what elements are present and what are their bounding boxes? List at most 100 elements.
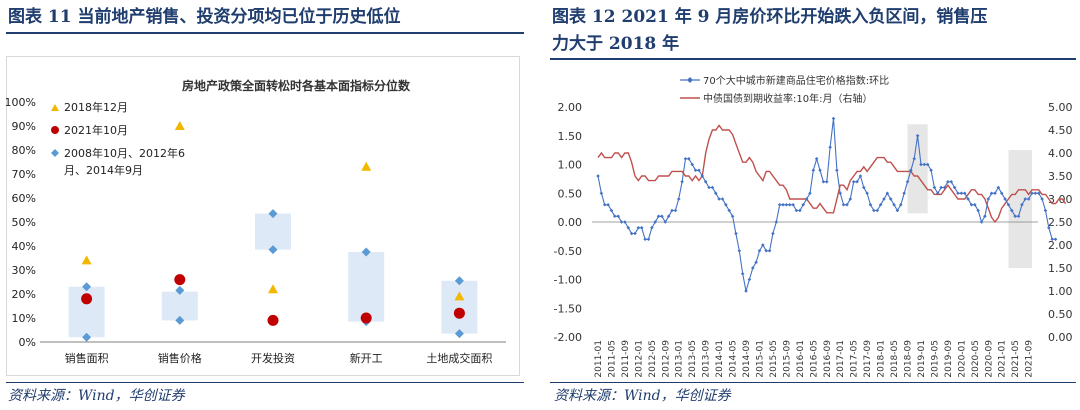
- price-index-point: [713, 191, 718, 196]
- legend-label-historical-line2: 月、2014年9月: [64, 163, 143, 177]
- price-index-point: [996, 185, 1001, 190]
- price-index-point: [787, 202, 792, 207]
- price-index-point: [771, 231, 775, 236]
- price-index-point: [1040, 197, 1044, 201]
- triangle-point-2018-12: [174, 121, 185, 130]
- x-tick-label: 2017-09: [863, 340, 873, 378]
- y-tick-label: 0%: [19, 336, 36, 349]
- left-y-tick-label: -1.50: [554, 302, 582, 315]
- price-index-point: [720, 197, 725, 201]
- price-index-point: [801, 202, 806, 207]
- historical-range-box: [348, 252, 385, 322]
- price-index-point: [676, 197, 681, 201]
- historical-diamond-point: [454, 329, 464, 339]
- x-category-label: 销售价格: [158, 351, 202, 365]
- figure-12-title-line1: 图表 12 2021 年 9 月房价环比开始跌入负区间，销售压: [552, 7, 988, 27]
- legend-circle-marker: [51, 126, 59, 134]
- price-index-point: [764, 248, 769, 253]
- price-index-point: [993, 191, 997, 196]
- price-index-point: [1047, 225, 1051, 230]
- price-index-point: [1006, 202, 1011, 207]
- price-index-point: [1043, 208, 1048, 213]
- historical-diamond-point: [175, 315, 185, 325]
- price-index-point: [966, 197, 970, 201]
- price-index-point: [845, 202, 849, 207]
- price-index-point: [744, 289, 748, 293]
- price-index-point: [643, 237, 647, 242]
- left-figure-panel: 图表 11 当前地产销售、投资分项均已位于历史低位 房地产政策全面转松时各基本面…: [0, 0, 528, 410]
- price-index-point: [848, 197, 853, 201]
- price-index-point: [925, 162, 930, 167]
- price-index-point: [835, 168, 839, 173]
- price-index-point: [868, 202, 873, 207]
- price-index-point: [804, 197, 809, 201]
- figure-12-title-line2: 力大于 2018 年: [552, 34, 680, 54]
- price-index-point: [855, 179, 859, 184]
- price-index-point: [878, 202, 883, 207]
- x-tick-label: 2011-01: [594, 340, 604, 378]
- price-index-point: [841, 202, 846, 207]
- x-tick-label: 2018-09: [904, 340, 914, 378]
- price-index-point: [1013, 214, 1017, 219]
- price-index-point: [895, 208, 900, 213]
- legend-label-historical-line1: 2008年10月、2012年6: [64, 146, 185, 160]
- legend-triangle-marker: [51, 104, 59, 111]
- price-index-point: [969, 202, 974, 207]
- left-y-tick-label: 1.50: [558, 130, 583, 143]
- price-index-point: [727, 208, 732, 213]
- x-category-label: 开发投资: [251, 351, 295, 365]
- triangle-point-2018-12: [81, 255, 92, 265]
- y-tick-label: 20%: [12, 288, 36, 301]
- price-index-point: [623, 220, 627, 224]
- right-y-tick-label: 4.50: [1048, 124, 1073, 137]
- chart-title: 房地产政策全面转松时各基本面指标分位数: [182, 78, 411, 93]
- x-tick-label: 2014-09: [742, 340, 752, 378]
- price-index-point: [599, 191, 604, 196]
- y-tick-label: 90%: [12, 120, 36, 133]
- bond-yield-line: [597, 124, 1067, 224]
- price-index-point: [814, 156, 819, 161]
- historical-range-box: [441, 280, 478, 334]
- y-tick-label: 100%: [6, 96, 36, 109]
- right-y-tick-label: 0.00: [1048, 331, 1073, 344]
- price-index-point: [851, 179, 856, 184]
- price-index-point: [761, 243, 765, 247]
- right-y-tick-label: 5.00: [1048, 101, 1073, 114]
- price-index-point: [656, 214, 661, 219]
- y-tick-label: 60%: [12, 192, 36, 205]
- x-tick-label: 2021-01: [998, 340, 1008, 378]
- price-index-point: [673, 208, 678, 213]
- price-index-point: [818, 168, 822, 173]
- right-y-tick-label: 1.50: [1048, 262, 1073, 275]
- x-tick-label: 2019-09: [944, 340, 954, 378]
- price-index-point: [680, 179, 684, 184]
- historical-diamond-point: [454, 276, 464, 286]
- price-index-point: [781, 202, 785, 207]
- triangle-point-2018-12: [268, 284, 278, 294]
- price-index-point: [872, 208, 876, 213]
- figure-12-source: 资料来源：Wind，华创证券: [554, 388, 731, 404]
- x-tick-label: 2014-05: [729, 340, 739, 378]
- figure-11-title: 图表 11 当前地产销售、投资分项均已位于历史低位: [8, 7, 401, 27]
- price-index-point: [734, 231, 738, 236]
- y-tick-label: 70%: [12, 168, 36, 181]
- price-index-point: [1036, 191, 1041, 196]
- price-index-point: [986, 197, 991, 201]
- triangle-point-2018-12: [454, 291, 465, 301]
- x-tick-label: 2012-01: [634, 340, 644, 378]
- price-index-point: [1016, 214, 1021, 219]
- price-index-point: [952, 185, 957, 190]
- price-index-point: [989, 191, 994, 196]
- price-index-point: [653, 220, 657, 224]
- price-index-point: [791, 202, 795, 207]
- price-index-point: [929, 168, 933, 173]
- price-index-point: [922, 162, 927, 167]
- legend-label-2018-12: 2018年12月: [64, 100, 128, 114]
- price-index-point: [858, 174, 863, 178]
- price-index-point: [703, 179, 708, 184]
- left-y-tick-label: -0.50: [554, 245, 582, 258]
- x-category-label: 新开工: [350, 351, 383, 365]
- price-index-point: [663, 220, 668, 224]
- right-y-tick-label: 2.00: [1048, 239, 1073, 252]
- historical-diamond-point: [268, 245, 278, 255]
